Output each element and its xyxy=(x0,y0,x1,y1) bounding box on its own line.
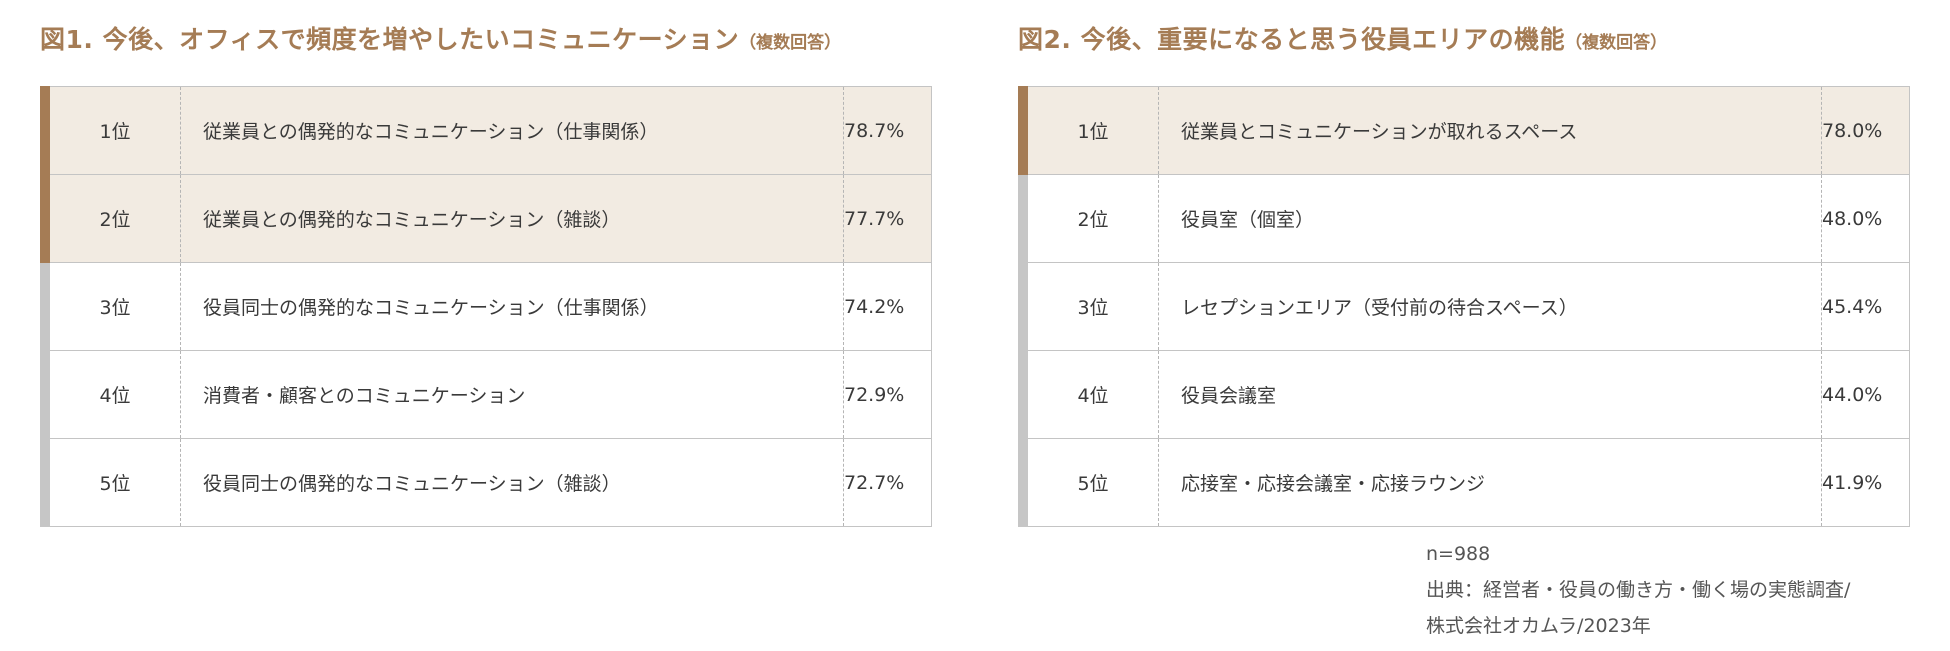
percent-cell: 44.0% xyxy=(1821,350,1910,439)
percent-cell: 45.4% xyxy=(1821,262,1910,351)
item-cell: 従業員とコミュニケーションが取れるスペース xyxy=(1158,86,1822,175)
figure1-table: 1位 従業員との偶発的なコミュニケーション（仕事関係） 78.7% 2位 従業員… xyxy=(40,86,932,527)
rank-cell: 2位 xyxy=(1018,174,1159,263)
percent-cell: 78.7% xyxy=(843,86,932,175)
figure1-title: 図1. 今後、オフィスで頻度を増やしたいコミュニケーション（複数回答） xyxy=(40,0,932,86)
footnote: n=988 出典：経営者・役員の働き方・働く場の実態調査/ 株式会社オカムラ/2… xyxy=(1426,536,1850,644)
percent-cell: 72.9% xyxy=(843,350,932,439)
table-row: 5位 応接室・応接会議室・応接ラウンジ 41.9% xyxy=(1018,438,1910,527)
rank-cell: 3位 xyxy=(40,262,181,351)
table-row: 1位 従業員とコミュニケーションが取れるスペース 78.0% xyxy=(1018,86,1910,175)
percent-cell: 72.7% xyxy=(843,438,932,527)
item-cell: 役員同士の偶発的なコミュニケーション（雑談） xyxy=(180,438,844,527)
source-line-1: 出典：経営者・役員の働き方・働く場の実態調査/ xyxy=(1426,579,1851,601)
table-row: 5位 役員同士の偶発的なコミュニケーション（雑談） 72.7% xyxy=(40,438,932,527)
item-cell: 従業員との偶発的なコミュニケーション（雑談） xyxy=(180,174,844,263)
percent-cell: 41.9% xyxy=(1821,438,1910,527)
item-cell: レセプションエリア（受付前の待合スペース） xyxy=(1158,262,1822,351)
rank-cell: 3位 xyxy=(1018,262,1159,351)
item-cell: 役員室（個室） xyxy=(1158,174,1822,263)
table-row: 2位 従業員との偶発的なコミュニケーション（雑談） 77.7% xyxy=(40,174,932,263)
rank-cell: 4位 xyxy=(40,350,181,439)
item-cell: 従業員との偶発的なコミュニケーション（仕事関係） xyxy=(180,86,844,175)
rank-cell: 1位 xyxy=(1018,86,1159,175)
item-cell: 役員会議室 xyxy=(1158,350,1822,439)
rank-cell: 5位 xyxy=(40,438,181,527)
figure2-panel: 図2. 今後、重要になると思う役員エリアの機能（複数回答） 1位 従業員とコミュ… xyxy=(1018,0,1910,527)
percent-cell: 74.2% xyxy=(843,262,932,351)
rank-cell: 5位 xyxy=(1018,438,1159,527)
rank-cell: 1位 xyxy=(40,86,181,175)
table-row: 4位 消費者・顧客とのコミュニケーション 72.9% xyxy=(40,350,932,439)
figure1-title-text: 図1. 今後、オフィスで頻度を増やしたいコミュニケーション xyxy=(40,25,740,54)
rank-cell: 2位 xyxy=(40,174,181,263)
table-row: 3位 役員同士の偶発的なコミュニケーション（仕事関係） 74.2% xyxy=(40,262,932,351)
figure2-table: 1位 従業員とコミュニケーションが取れるスペース 78.0% 2位 役員室（個室… xyxy=(1018,86,1910,527)
figure2-title-suffix: （複数回答） xyxy=(1565,33,1668,53)
table-row: 1位 従業員との偶発的なコミュニケーション（仕事関係） 78.7% xyxy=(40,86,932,175)
figure2-title-text: 図2. 今後、重要になると思う役員エリアの機能 xyxy=(1018,25,1566,54)
table-row: 2位 役員室（個室） 48.0% xyxy=(1018,174,1910,263)
percent-cell: 77.7% xyxy=(843,174,932,263)
item-cell: 応接室・応接会議室・応接ラウンジ xyxy=(1158,438,1822,527)
item-cell: 役員同士の偶発的なコミュニケーション（仕事関係） xyxy=(180,262,844,351)
sample-size: n=988 xyxy=(1426,543,1491,565)
rank-cell: 4位 xyxy=(1018,350,1159,439)
table-row: 3位 レセプションエリア（受付前の待合スペース） 45.4% xyxy=(1018,262,1910,351)
percent-cell: 78.0% xyxy=(1821,86,1910,175)
figure2-title: 図2. 今後、重要になると思う役員エリアの機能（複数回答） xyxy=(1018,0,1910,86)
source-line-2: 株式会社オカムラ/2023年 xyxy=(1426,615,1651,637)
table-row: 4位 役員会議室 44.0% xyxy=(1018,350,1910,439)
figure1-title-suffix: （複数回答） xyxy=(739,33,842,53)
figure1-panel: 図1. 今後、オフィスで頻度を増やしたいコミュニケーション（複数回答） 1位 従… xyxy=(40,0,932,527)
item-cell: 消費者・顧客とのコミュニケーション xyxy=(180,350,844,439)
percent-cell: 48.0% xyxy=(1821,174,1910,263)
